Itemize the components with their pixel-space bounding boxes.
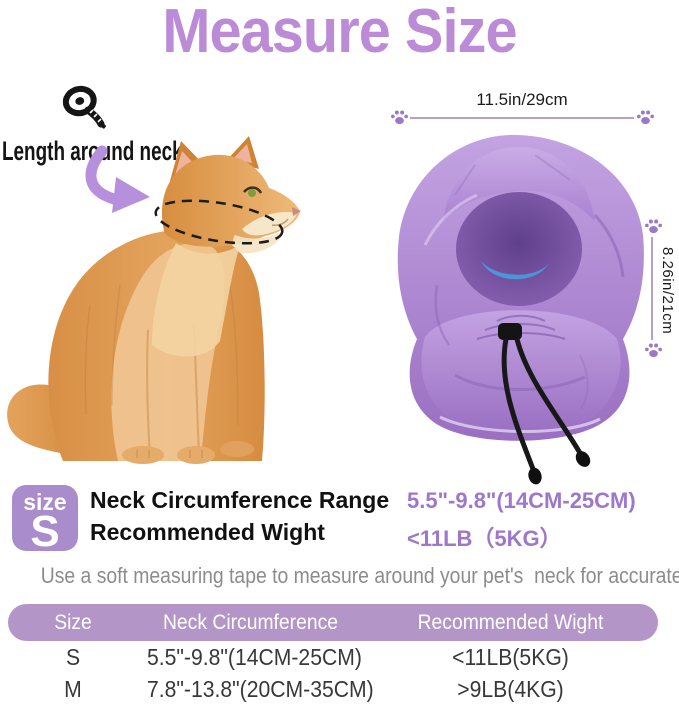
size-table: Size Neck Circumference Recommended Wigh… — [8, 604, 658, 704]
cell-neck-circumference: 7.8"-13.8"(20CM-35CM) — [147, 676, 374, 702]
size-table-header: Size Neck Circumference Recommended Wigh… — [8, 604, 658, 641]
cat-illustration — [7, 136, 301, 464]
neck-circumference-range-value: 5.5"-9.8"(14CM-25CM) — [407, 488, 636, 513]
recommended-weight-value: <11LB（5KG） — [407, 526, 562, 551]
neck-circumference-range-label: Neck Circumference Range — [90, 487, 390, 513]
cat-nose — [292, 207, 301, 216]
paw-icon — [636, 109, 655, 126]
paw-icon — [644, 342, 663, 359]
drawstring-toggle — [498, 323, 522, 340]
cell-recommended-weight: >9LB(4KG) — [457, 676, 564, 702]
height-measurement-label: 8.26in/21cm — [659, 247, 676, 335]
collar-opening — [456, 192, 582, 306]
collar-illustration — [397, 134, 644, 485]
drawstring-cord — [514, 338, 583, 455]
dashed-neck-ellipse — [154, 199, 284, 245]
cell-neck-circumference: 5.5"-9.8"(14CM-25CM) — [147, 644, 362, 670]
cell-size: S — [65, 644, 81, 670]
cat-eye — [248, 189, 256, 197]
arrow-to-neck — [85, 145, 120, 205]
paw-icon — [644, 218, 663, 235]
collar-blue-lining — [481, 261, 549, 280]
width-measurement-label: 11.5in/29cm — [476, 90, 568, 109]
cell-recommended-weight: <11LB(5KG) — [452, 644, 569, 670]
header-neck-circumference: Neck Circumference — [162, 610, 339, 634]
drawstring-cord — [501, 338, 536, 470]
measuring-tape-icon — [56, 82, 108, 137]
paw-icon — [390, 109, 409, 126]
recommended-weight-label: Recommended Wight — [90, 519, 325, 545]
measuring-note: Use a soft measuring tape to measure aro… — [40, 563, 679, 588]
width-measurement-line — [410, 117, 634, 119]
size-badge: size S — [12, 485, 78, 556]
table-row: M 7.8"-13.8"(20CM-35CM) >9LB(4KG) — [8, 674, 658, 704]
header-size: Size — [54, 610, 92, 634]
page-title: Measure Size — [162, 0, 517, 66]
header-recommended-weight: Recommended Wight — [417, 610, 604, 634]
size-badge-word: size — [23, 489, 67, 515]
height-measurement-line — [651, 237, 653, 340]
size-badge-letter: S — [30, 507, 60, 556]
table-row: S 5.5"-9.8"(14CM-25CM) <11LB(5KG) — [8, 642, 658, 673]
cell-size: M — [64, 676, 82, 702]
